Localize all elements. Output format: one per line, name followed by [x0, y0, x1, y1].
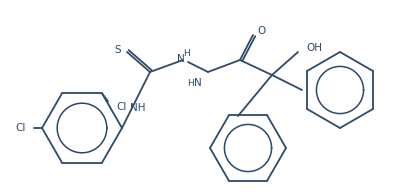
Text: NH: NH [130, 103, 146, 113]
Text: Cl: Cl [116, 102, 127, 112]
Text: OH: OH [306, 43, 322, 53]
Text: N: N [177, 54, 185, 64]
Text: O: O [257, 26, 265, 36]
Text: H: H [187, 79, 194, 87]
Text: H: H [183, 48, 190, 57]
Text: N: N [194, 78, 202, 88]
Text: S: S [114, 45, 121, 55]
Text: Cl: Cl [16, 123, 26, 133]
